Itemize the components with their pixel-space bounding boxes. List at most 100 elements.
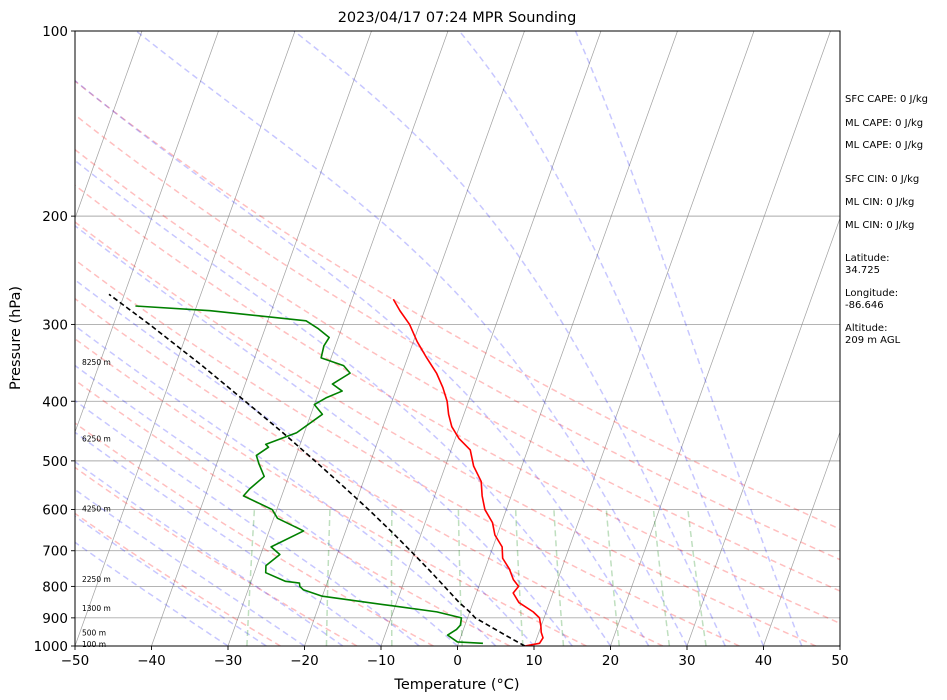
height-label: 4250 m (82, 505, 111, 514)
plot-frame (74, 30, 841, 647)
isotherm-line (227, 31, 449, 646)
parameter-label: 209 m AGL (845, 335, 901, 346)
plot-area (75, 31, 840, 646)
moist-adiabat-line (574, 31, 803, 646)
isotherm-line (763, 431, 840, 646)
moist-adiabat-line (293, 31, 726, 646)
moist-adiabat-line (75, 278, 535, 646)
moist-adiabat-line (75, 224, 573, 646)
sounding-series-line-2 (135, 305, 483, 645)
x-axis-label: Temperature (°C) (393, 677, 519, 693)
height-labels: 100 m 500 m 1300 m 2250 m 4250 m 6250 m 8250 m (82, 358, 111, 649)
isotherm-line (75, 31, 296, 646)
x-tick-label: −50 (61, 653, 90, 669)
parameter-label: Altitude: (845, 323, 887, 334)
mixing-ratio-line (652, 509, 671, 646)
isotherm-line (610, 31, 831, 646)
parameter-label: ML CIN: 0 J/kg (845, 197, 914, 208)
moist-adiabat-line (75, 541, 229, 646)
y-tick-label: 900 (42, 611, 68, 627)
x-tick-label: −20 (290, 653, 319, 669)
isotherm-line (457, 31, 678, 646)
sounding-profiles (108, 293, 544, 646)
sounding-series-line-1 (392, 298, 544, 646)
mixing-ratio-line (687, 509, 707, 646)
moist-adiabat-lines (75, 31, 803, 646)
height-label: 6250 m (82, 435, 111, 444)
y-tick-label: 400 (42, 394, 68, 410)
isotherm-line (304, 31, 525, 646)
dry-adiabat-lines (75, 80, 840, 646)
isotherm-line (75, 31, 143, 220)
y-tick-label: 1000 (34, 639, 68, 655)
moist-adiabat-line (75, 79, 650, 646)
y-tick-label: 500 (42, 454, 68, 470)
dry-adiabat-line (75, 466, 358, 646)
x-tick-label: 50 (831, 653, 848, 669)
moist-adiabat-line (75, 431, 382, 646)
parameter-label: SFC CAPE: 0 J/kg (845, 94, 928, 105)
y-axis-ticks: 1000 900 800 700 600 500 400 300 200 100 (34, 24, 75, 655)
isotherm-line (380, 31, 602, 646)
mixing-ratio-line (605, 509, 620, 646)
height-label: 8250 m (82, 358, 111, 367)
x-tick-label: 10 (525, 653, 542, 669)
dry-adiabat-line (75, 337, 587, 646)
sounding-parameters-panel: SFC CAPE: 0 J/kg ML CAPE: 0 J/kg ML CAPE: … (845, 94, 928, 346)
height-label: 100 m (82, 640, 106, 649)
y-tick-label: 700 (42, 544, 68, 560)
x-tick-label: −10 (367, 653, 396, 669)
parameter-label: ML CAPE: 0 J/kg (845, 118, 923, 129)
dry-adiabat-line (75, 221, 817, 646)
dry-adiabat-line (75, 297, 664, 646)
x-tick-label: −30 (214, 653, 243, 669)
moist-adiabat-line (75, 460, 344, 646)
x-tick-label: 0 (453, 653, 462, 669)
x-tick-label: 40 (755, 653, 772, 669)
isotherm-line (151, 31, 372, 646)
y-tick-label: 200 (42, 209, 68, 225)
y-tick-label: 100 (42, 24, 68, 40)
mixing-ratio-line (246, 509, 256, 646)
x-tick-label: −40 (137, 653, 166, 669)
dry-adiabat-line (75, 422, 434, 646)
dry-adiabat-line (75, 512, 281, 646)
moist-adiabat-line (135, 31, 688, 646)
x-tick-label: 20 (602, 653, 619, 669)
y-tick-label: 600 (42, 503, 68, 519)
y-axis-label: Pressure (hPa) (8, 286, 24, 390)
height-label: 2250 m (82, 575, 111, 584)
isotherm-line (75, 31, 219, 434)
parameter-label: SFC CIN: 0 J/kg (845, 174, 919, 185)
isotherm-line (686, 217, 840, 646)
parameter-label: Latitude: (845, 253, 890, 264)
dry-adiabat-line (75, 184, 840, 625)
moist-adiabat-line (75, 159, 612, 646)
moist-adiabat-line (75, 324, 497, 646)
parameter-label: ML CAPE: 0 J/kg (845, 140, 923, 151)
x-tick-label: 30 (678, 653, 695, 669)
isobar-gridlines (75, 215, 840, 619)
x-axis-ticks: −50 −40 −30 −20 −10 0 10 20 30 40 50 (61, 646, 849, 669)
dry-adiabat-line (75, 148, 840, 592)
parameter-label: 34.725 (845, 265, 880, 276)
y-tick-label: 800 (42, 579, 68, 595)
moist-adiabat-line (75, 364, 458, 646)
height-label: 500 m (82, 628, 106, 637)
dry-adiabat-line (75, 379, 511, 646)
y-tick-label: 300 (42, 317, 68, 333)
parameter-label: -86.646 (845, 300, 884, 311)
dry-adiabat-line (75, 113, 840, 561)
mixing-ratio-line (514, 509, 524, 646)
moist-adiabat-line (458, 31, 765, 646)
dry-adiabat-line (75, 80, 840, 530)
parameter-label: ML CIN: 0 J/kg (845, 220, 914, 231)
isotherm-line (533, 31, 755, 646)
isotherm-lines (75, 31, 840, 646)
dry-adiabat-line (75, 258, 740, 646)
parameter-label: Longitude: (845, 288, 898, 299)
height-label: 1300 m (82, 604, 111, 613)
chart-title: 2023/04/17 07:24 MPR Sounding (338, 10, 577, 26)
sounding-series-line-3 (108, 293, 526, 646)
